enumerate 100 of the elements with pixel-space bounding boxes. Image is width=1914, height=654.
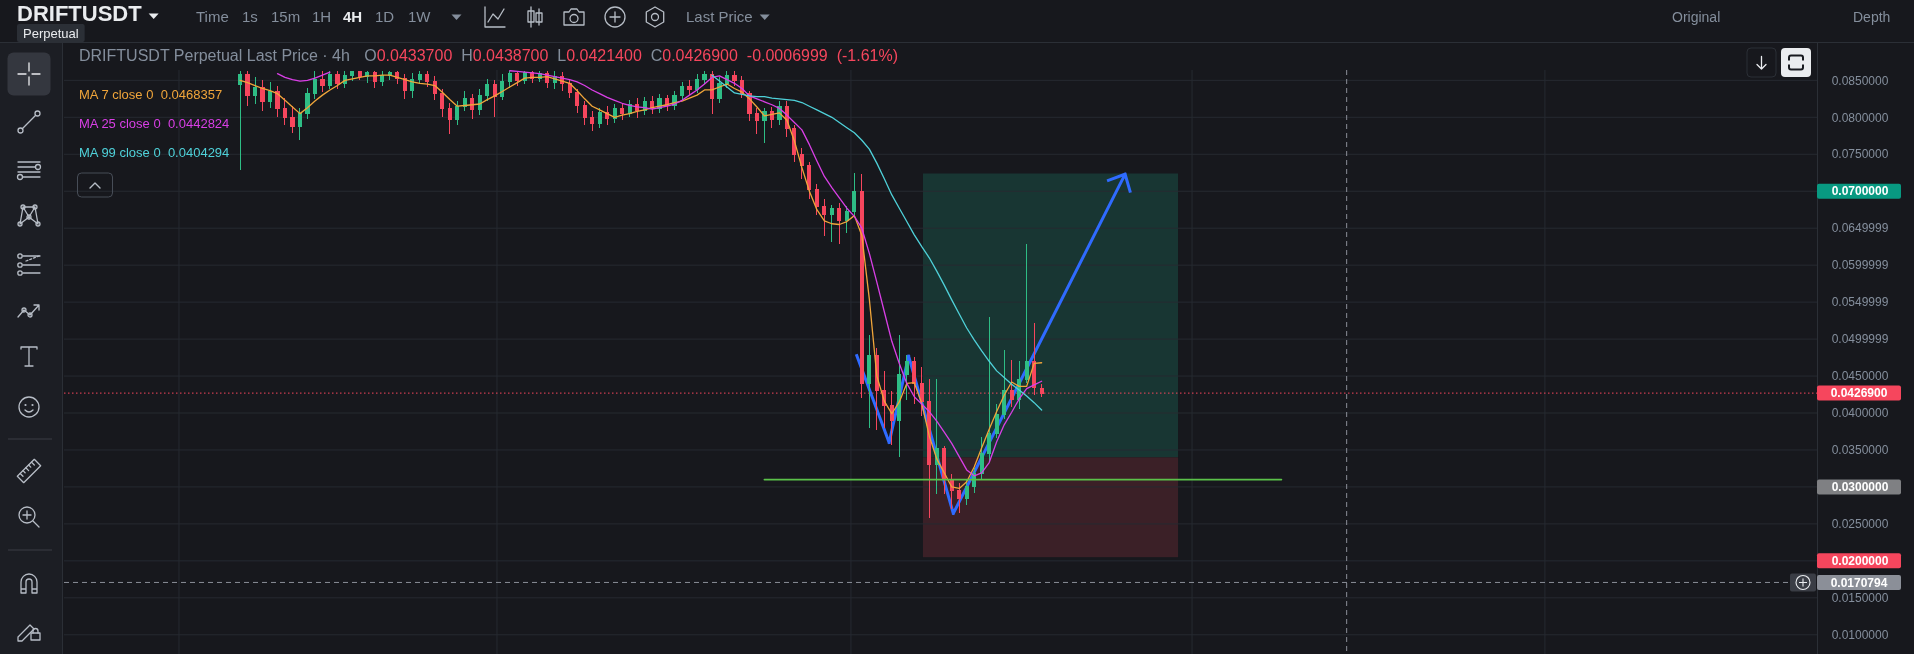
text: Original [1672, 9, 1721, 25]
text: 1H [312, 8, 332, 25]
y-tick-label: 0.0150000 [1831, 591, 1889, 606]
candlestick [620, 102, 625, 121]
y-tick-label: 0.0850000 [1831, 73, 1889, 88]
candlestick [305, 87, 310, 120]
line-series [711, 74, 1043, 411]
candlestick [934, 378, 939, 495]
ref-line-label: 0.0426900 [1830, 386, 1888, 401]
candlestick [897, 334, 902, 458]
candlestick [717, 76, 722, 104]
candlestick [732, 70, 737, 87]
candlestick [590, 110, 595, 132]
y-tick-label: 0.0250000 [1831, 517, 1889, 532]
y-tick-label: 0.0300000 [1831, 480, 1889, 495]
text: 1D [375, 8, 395, 25]
y-tick-label: 0.0700000 [1831, 184, 1889, 199]
candlestick [387, 70, 392, 81]
candlestick [455, 100, 460, 126]
candlestick [282, 97, 288, 126]
candlestick [507, 70, 512, 89]
text: Perpetual [23, 26, 79, 41]
candlestick [447, 102, 452, 135]
candlestick [432, 75, 437, 101]
candlestick [380, 70, 385, 87]
candlestick [687, 79, 692, 96]
candlestick [1024, 243, 1029, 384]
candlestick [702, 70, 707, 85]
candlestick [410, 72, 415, 99]
text: MA 25 close 0 0.0442824 [79, 115, 230, 131]
text: 1s [242, 8, 258, 25]
candlestick [867, 334, 872, 429]
candlestick [582, 100, 587, 126]
candlestick [462, 90, 467, 112]
text: 1W [408, 8, 432, 25]
candlestick [297, 107, 303, 141]
y-tick-label: 0.0499999 [1831, 332, 1889, 347]
text: 4H [343, 8, 363, 25]
y-tick-label: 0.0100000 [1831, 627, 1889, 642]
candlestick [245, 70, 250, 107]
y-tick-label: 0.0450000 [1831, 369, 1889, 384]
candlestick [485, 78, 490, 102]
ref-line-label: 0.0170794 [1830, 575, 1888, 590]
candlestick [440, 88, 445, 118]
candlestick [350, 70, 355, 82]
text: Last Price [686, 8, 753, 25]
y-tick-label: 0.0800000 [1831, 110, 1889, 125]
candlestick [470, 93, 475, 120]
candlestick [799, 147, 804, 180]
candlestick [837, 202, 842, 245]
y-tick-label: 0.0350000 [1831, 443, 1889, 458]
y-tick-label: 0.0649999 [1831, 221, 1889, 236]
candlestick [402, 73, 407, 100]
candlestick [709, 70, 715, 115]
candlestick [500, 73, 505, 101]
y-tick-label: 0.0200000 [1831, 554, 1889, 569]
candlestick [327, 70, 333, 90]
candlestick [597, 107, 602, 129]
y-tick-label: 0.0400000 [1831, 406, 1889, 421]
candlestick [807, 161, 812, 200]
y-tick-label: 0.0549999 [1831, 295, 1889, 310]
candlestick [237, 70, 243, 171]
candlestick [260, 79, 265, 112]
text: DRIFTUSDT [17, 1, 143, 26]
candlestick [320, 70, 325, 93]
candlestick [357, 70, 362, 81]
candlestick [290, 105, 295, 134]
text: 15m [271, 8, 301, 25]
candlestick [267, 81, 273, 109]
candlestick [372, 70, 377, 89]
series-label: MA 7 close 0 0.0468357 [79, 86, 223, 102]
candlestick [335, 70, 340, 90]
candlestick [822, 198, 827, 237]
chart-title: DRIFTUSDT Perpetual Last Price · 4h [79, 47, 350, 64]
candlestick [312, 70, 318, 100]
text: MA 99 close 0 0.0404294 [79, 144, 230, 160]
candlestick [477, 88, 482, 116]
y-tick-label: 0.0599999 [1831, 258, 1889, 273]
candlestick [275, 85, 280, 118]
candlestick [515, 70, 520, 87]
candlestick [762, 107, 767, 144]
candlestick [754, 107, 760, 135]
y-tick-label: 0.0750000 [1831, 147, 1889, 162]
candlestick [994, 403, 999, 439]
candlestick [829, 204, 834, 242]
candlestick [844, 205, 849, 234]
candlestick [417, 70, 422, 84]
candlestick [852, 172, 857, 216]
text: Depth [1853, 9, 1891, 25]
text: O0.0433700 H0.0438700 L0.0421400 C0.0426900 -0.0006999 (-1.61%) [364, 47, 899, 64]
text: Time [196, 8, 229, 25]
candlestick [957, 482, 962, 514]
candlestick [694, 73, 700, 94]
candlestick [904, 354, 909, 401]
candlestick [252, 76, 258, 105]
candlestick [612, 103, 617, 124]
candlestick [575, 88, 580, 114]
candlestick [425, 70, 430, 88]
candlestick [1002, 349, 1007, 420]
candlestick [492, 79, 497, 118]
